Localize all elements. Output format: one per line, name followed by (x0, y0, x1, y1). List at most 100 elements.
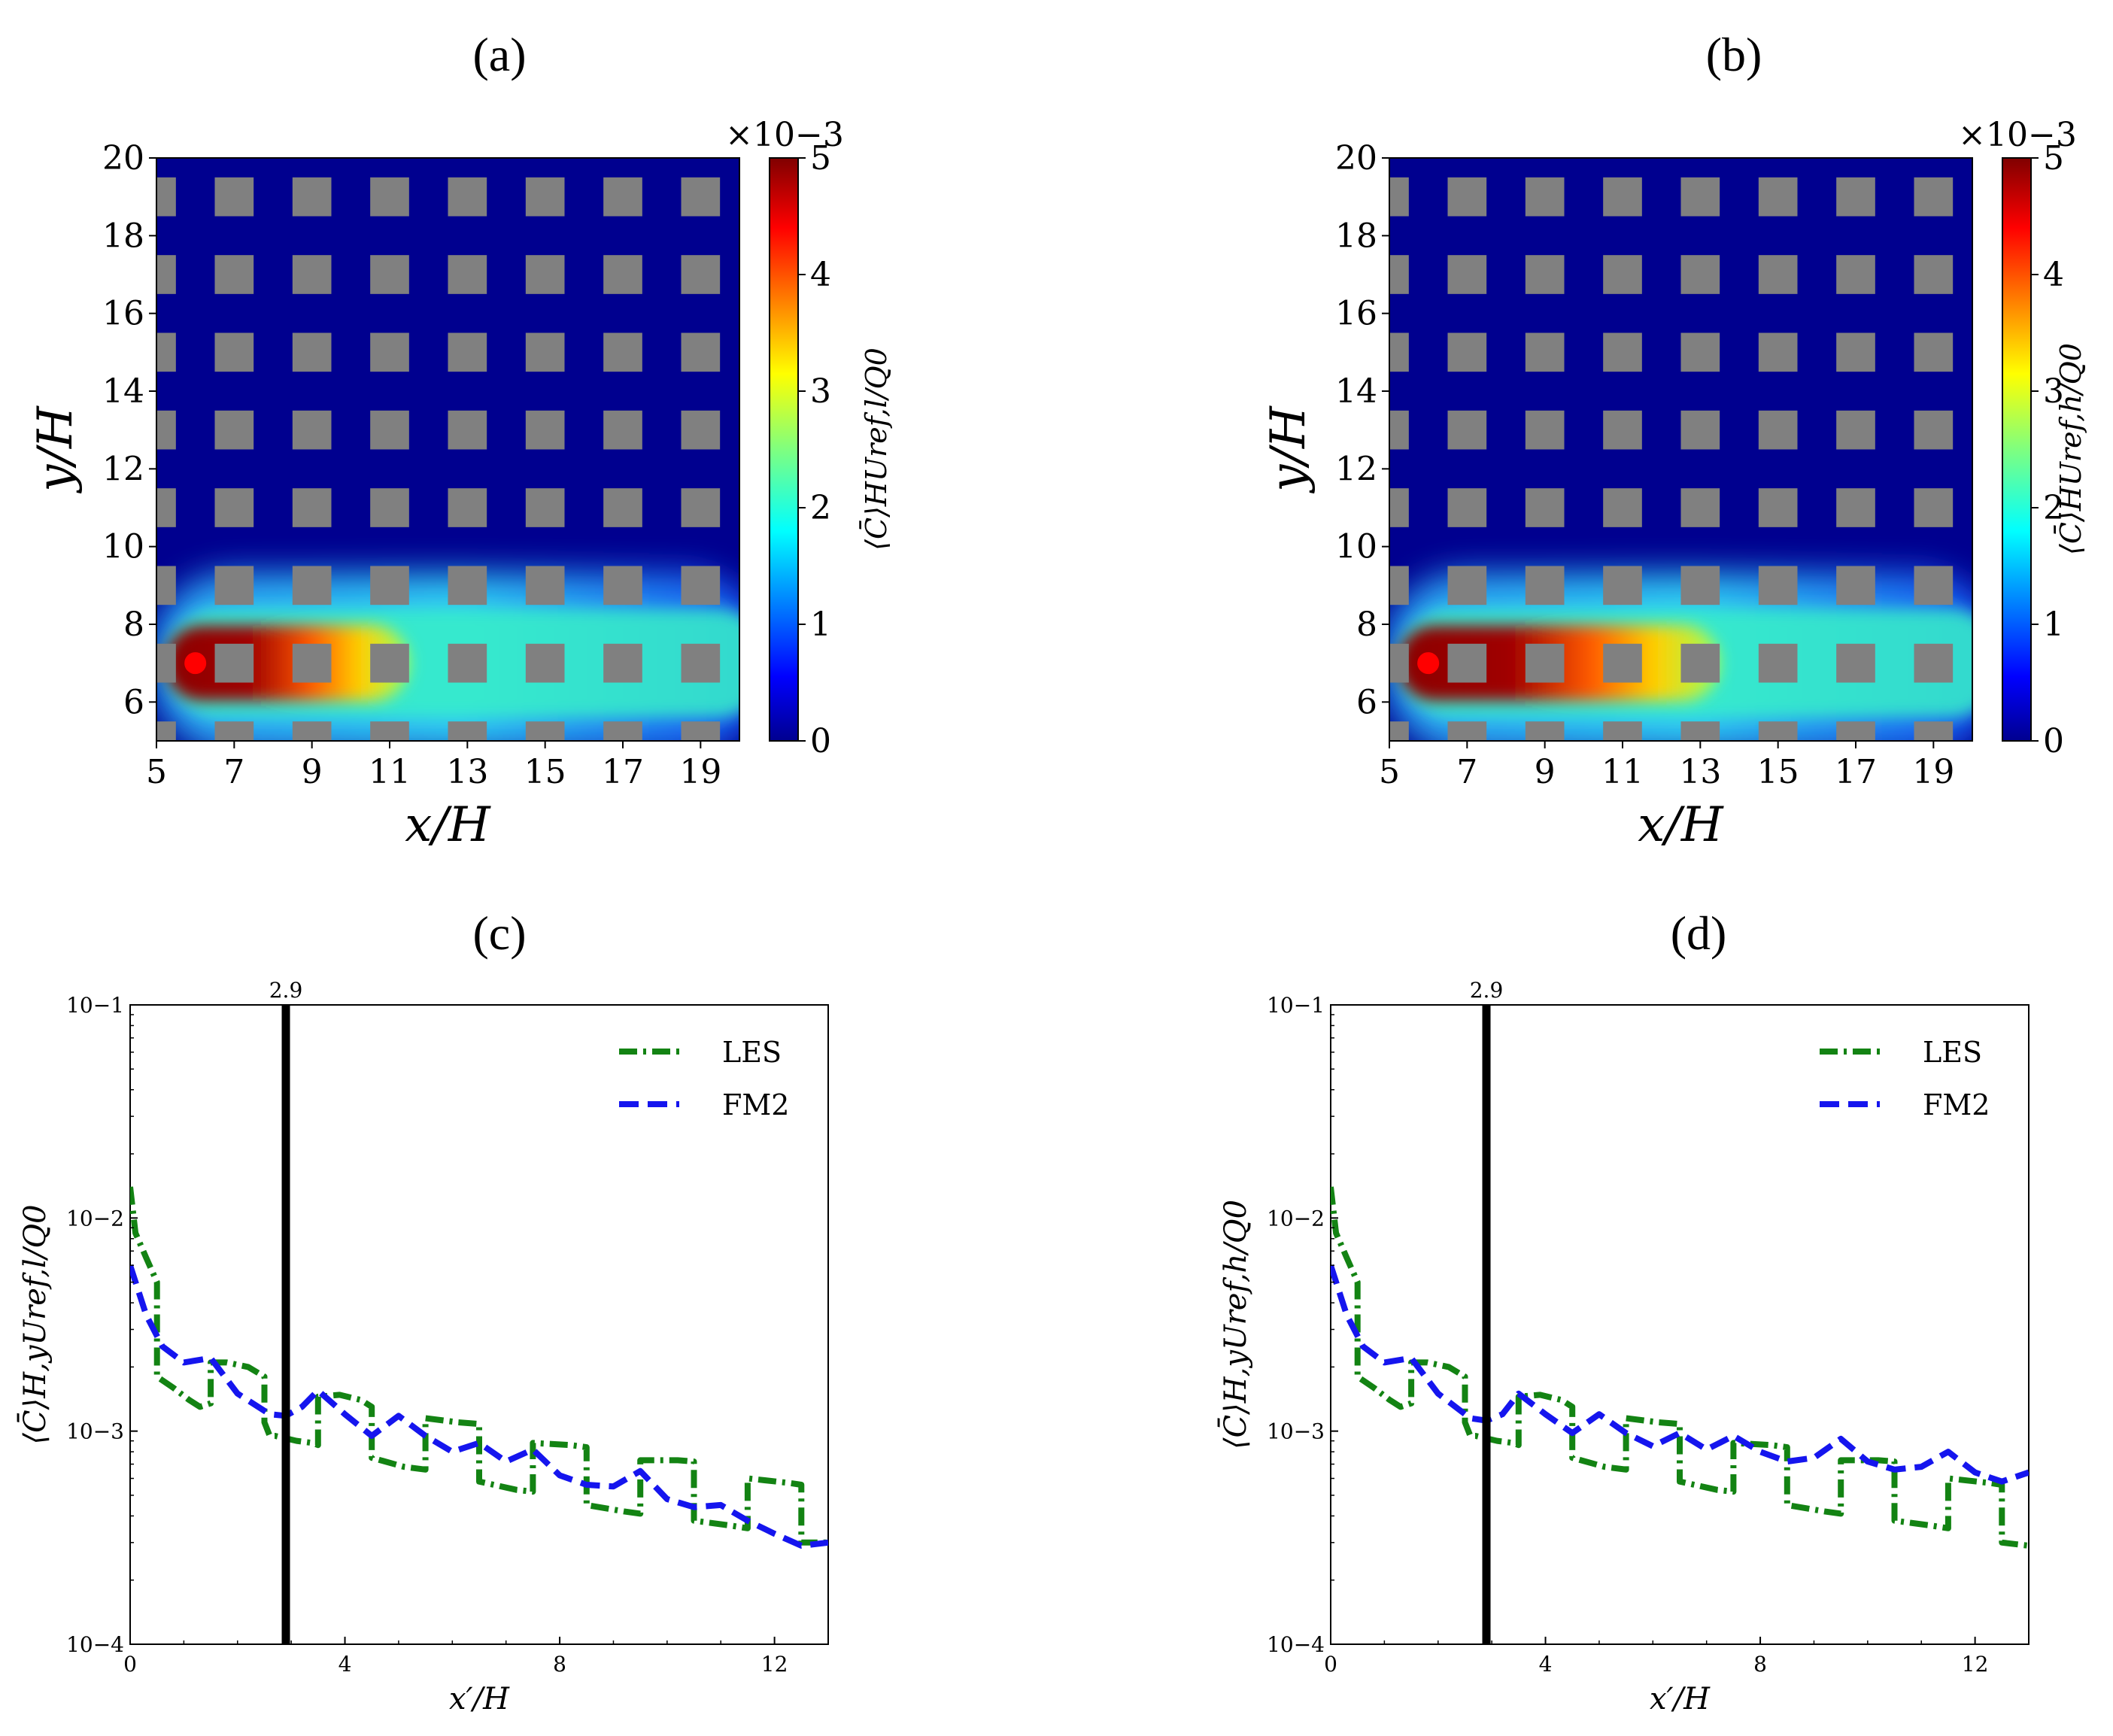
obstacle (1389, 332, 1409, 372)
obstacle (292, 566, 332, 605)
x-tick-label: 4 (1539, 1652, 1553, 1677)
y-tick-label: 10−1 (66, 993, 124, 1018)
obstacle (1447, 332, 1487, 372)
y-tick-label: 8 (1356, 605, 1377, 644)
obstacle (448, 721, 487, 741)
obstacle (1525, 332, 1565, 372)
line-chart-d: 0 4 8 12 10−4 10−3 10−2 10−1 2.9 x′/H ⟨C̄⟩H,yUr… (1218, 978, 2030, 1716)
obstacle (370, 566, 409, 605)
panel-label-a: (a) (472, 28, 526, 81)
x-tick-label: 8 (1753, 1652, 1767, 1677)
obstacle (1836, 566, 1875, 605)
obstacle (370, 410, 409, 450)
obstacle (1680, 332, 1720, 372)
colorbar-tick-label: 2 (810, 489, 831, 527)
obstacle (1525, 566, 1565, 605)
x-tick-label: 17 (1835, 753, 1877, 791)
obstacle (681, 721, 721, 741)
obstacle (681, 255, 721, 294)
obstacle (448, 255, 487, 294)
y-tick-label: 14 (1335, 372, 1377, 411)
obstacle (370, 177, 409, 217)
x-tick-label: 19 (679, 753, 721, 791)
obstacle (1914, 177, 1954, 217)
obstacle (1914, 255, 1954, 294)
obstacle (1389, 566, 1409, 605)
obstacle (448, 177, 487, 217)
obstacle (214, 566, 254, 605)
y-tick-label: 20 (102, 139, 144, 178)
source-marker-a (184, 652, 207, 675)
x-tick-label: 5 (146, 753, 167, 791)
obstacle (1680, 255, 1720, 294)
legend-c: LES FM2 (619, 1036, 789, 1121)
y-tick-label: 14 (102, 372, 144, 411)
obstacle (370, 488, 409, 527)
heatmap-frame-b (1389, 157, 1973, 742)
obstacle (1389, 643, 1409, 683)
y-tick-label: 10−4 (1267, 1632, 1325, 1657)
obstacles-b (1389, 177, 1954, 741)
obstacles-a (156, 177, 721, 741)
obstacle (1389, 255, 1409, 294)
x-axis-label-a: x/H (405, 797, 491, 853)
obstacle (603, 410, 642, 450)
obstacle (214, 410, 254, 450)
obstacle (1836, 255, 1875, 294)
x-tick-label: 15 (524, 753, 566, 791)
colorbar-scale-b: ×10−3 (1958, 116, 2077, 154)
y-tick-label: 10−3 (66, 1419, 124, 1444)
obstacle (1758, 721, 1798, 741)
obstacle (1758, 332, 1798, 372)
line-chart-c: 0 4 8 12 10−4 10−3 10−2 10−1 2.9 x′/H ⟨C̄⟩H,yUr… (17, 978, 829, 1716)
obstacle (681, 332, 721, 372)
obstacle (292, 255, 332, 294)
obstacle (1836, 332, 1875, 372)
x-axis-label-b: x/H (1638, 797, 1724, 853)
x-tick-label: 19 (1912, 753, 1954, 791)
y-tick-label: 6 (1356, 683, 1377, 721)
obstacle (1914, 566, 1954, 605)
y-tick-label: 18 (1335, 217, 1377, 255)
obstacle (292, 643, 332, 683)
x-tick-label: 17 (602, 753, 644, 791)
x-tick-label: 11 (1601, 753, 1644, 791)
obstacle (1525, 721, 1565, 741)
obstacle (1603, 488, 1642, 527)
obstacle (603, 488, 642, 527)
x-tick-label: 12 (1962, 1652, 1989, 1677)
y-tick-label: 16 (1335, 295, 1377, 333)
y-axis-label-b: y/H (1261, 405, 1316, 494)
colorbar-tick-label: 5 (2043, 139, 2064, 178)
obstacle (292, 410, 332, 450)
obstacle (1603, 643, 1642, 683)
obstacle (525, 643, 565, 683)
x-tick-label: 12 (761, 1652, 788, 1677)
obstacle (214, 332, 254, 372)
y-tick-label: 10−1 (1267, 993, 1325, 1018)
obstacle (292, 177, 332, 217)
obstacle (1914, 721, 1954, 741)
obstacle (448, 332, 487, 372)
obstacle (1447, 177, 1487, 217)
x-tick-label: 4 (339, 1652, 352, 1677)
obstacle (1447, 643, 1487, 683)
obstacle (214, 488, 254, 527)
obstacle (1603, 566, 1642, 605)
x-tick-label: 13 (446, 753, 488, 791)
obstacle (603, 255, 642, 294)
obstacle (448, 566, 487, 605)
colorbar-tick-label: 4 (2043, 256, 2064, 294)
colorbar-tick-label: 5 (810, 139, 831, 178)
panel-label-c: (c) (472, 906, 526, 960)
obstacle (1525, 255, 1565, 294)
obstacle (603, 643, 642, 683)
colorbar-label-b: ⟨C̄⟩HUref,h/Q0 (2054, 343, 2087, 555)
obstacle (1603, 721, 1642, 741)
obstacle (156, 566, 176, 605)
obstacle (156, 177, 176, 217)
obstacle (156, 721, 176, 741)
obstacle (525, 177, 565, 217)
obstacle (681, 177, 721, 217)
